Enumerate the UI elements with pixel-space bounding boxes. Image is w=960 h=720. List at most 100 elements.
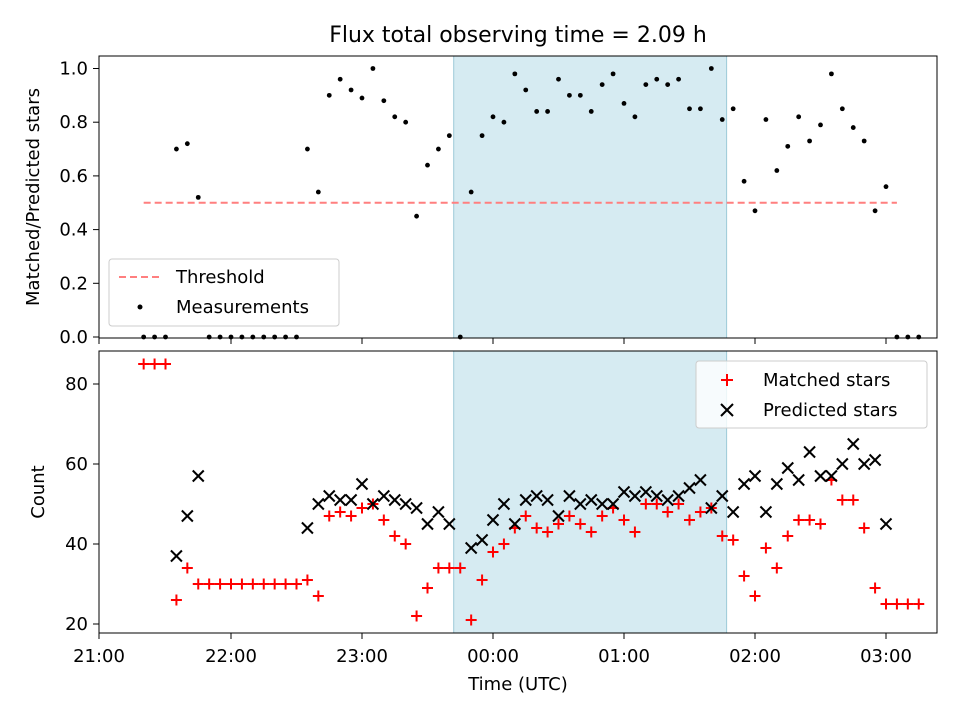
measurement-point [414, 213, 419, 219]
matched-star-point [596, 510, 608, 522]
matched-star-point [432, 562, 444, 574]
measurement-point [556, 76, 561, 82]
predicted-star-point [464, 541, 478, 555]
measurement-point [785, 143, 791, 149]
matched-star-point [454, 562, 466, 574]
measurement-point [425, 162, 430, 168]
predicted-star-point [661, 493, 674, 507]
measurement-point [217, 334, 223, 340]
ratio-legend-box [108, 258, 340, 327]
matched-star-point [149, 358, 161, 370]
predicted-star-point [847, 437, 860, 451]
measurement-point [337, 76, 343, 82]
ratio-legend: Threshold Measurements [108, 258, 340, 327]
measurement-point [839, 106, 845, 112]
measurement-point [283, 334, 288, 340]
measurement-point [588, 109, 594, 114]
predicted-star-point [388, 493, 401, 507]
matched-star-point [585, 526, 597, 538]
ratio-y-axis-label: Matched/Predicted stars [23, 88, 44, 306]
measurement-point [654, 76, 660, 82]
predicted-star-point [836, 457, 849, 471]
predicted-star-point [399, 497, 412, 511]
predicted-star-point [333, 493, 347, 507]
predicted-star-point [628, 489, 642, 503]
y-tick-label: 0.4 [59, 220, 88, 241]
measurement-point [567, 92, 572, 98]
y-tick-label: 0.2 [59, 273, 88, 294]
matched-star-point [531, 522, 543, 534]
measurement-point [872, 208, 878, 214]
matched-star-point [782, 530, 794, 542]
measurement-point [195, 194, 201, 200]
predicted-star-point [301, 521, 314, 535]
measurement-point [861, 138, 867, 144]
measurement-point [883, 184, 889, 190]
matched-star-point [422, 582, 433, 594]
matched-star-point [738, 570, 750, 582]
predicted-star-point [650, 489, 663, 503]
y-tick-label: 0.8 [59, 112, 88, 133]
predicted-star-point [803, 445, 816, 459]
matched-star-point [553, 518, 564, 530]
predicted-star-point [825, 469, 838, 483]
predicted-star-point [726, 505, 740, 519]
matched-star-point [760, 542, 772, 554]
predicted-legend-swatch [720, 403, 734, 417]
predicted-star-point [868, 453, 882, 467]
x-tick-label: 02:00 [729, 646, 781, 667]
matched-star-point [815, 518, 826, 530]
measurement-point [326, 92, 332, 98]
measurement-point [206, 334, 212, 340]
measurement-point [719, 117, 725, 122]
measurement-point [479, 133, 485, 139]
x-tick-label: 03:00 [860, 646, 912, 667]
y-tick-label: 40 [65, 534, 88, 555]
y-tick-label: 20 [65, 614, 88, 635]
matched-star-point [181, 562, 193, 574]
predicted-star-point [617, 485, 631, 499]
predicted-star-point [355, 477, 369, 491]
matched-star-point [847, 494, 859, 506]
measurement-point [272, 334, 278, 340]
measurement-point [512, 71, 518, 77]
predicted-star-point [344, 493, 358, 507]
measurement-point [174, 146, 179, 152]
measurement-point [184, 141, 190, 147]
predicted-star-point [694, 473, 707, 487]
matched-star-point [291, 578, 302, 590]
measurement-point [305, 146, 310, 152]
measurement-point [818, 122, 823, 128]
measurement-point [239, 334, 245, 340]
matched-star-point [389, 530, 401, 542]
matched-star-point [160, 358, 171, 370]
predicted-star-point [705, 501, 718, 515]
measurement-point [501, 119, 507, 125]
measurement-point [523, 87, 529, 93]
count-legend-box [695, 360, 928, 429]
predicted-star-point [530, 489, 543, 503]
predicted-star-point [312, 497, 325, 511]
measurement-point [457, 334, 463, 340]
measurement-point [687, 106, 692, 112]
matched-star-point [280, 578, 292, 590]
predicted-star-point [192, 469, 205, 483]
observing-window-shade [453, 56, 727, 338]
predicted-star-point [421, 517, 434, 531]
measurement-point [468, 189, 474, 195]
predicted-star-point [748, 469, 762, 483]
matched-star-point [727, 534, 739, 546]
count-legend: Matched stars Predicted stars [695, 360, 928, 429]
matched-star-point [214, 578, 226, 590]
measurement-point [141, 334, 147, 340]
predicted-star-point [432, 505, 445, 519]
predicted-star-point [737, 477, 751, 491]
predicted-star-point [879, 517, 893, 531]
count-panel-frame [98, 350, 938, 634]
x-axis-label: Time (UTC) [467, 674, 568, 695]
predicted-star-point [574, 497, 587, 511]
matched-star-point [684, 514, 695, 526]
y-tick-label: 80 [65, 374, 88, 395]
matched-star-point [312, 590, 324, 602]
